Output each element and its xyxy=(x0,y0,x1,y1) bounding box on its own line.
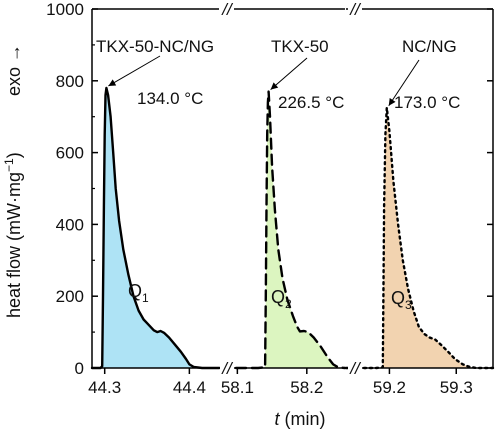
heat-label-1: Q1 xyxy=(128,281,149,305)
peak-arrowhead-3 xyxy=(388,97,396,106)
axis-break-gap xyxy=(348,5,362,13)
peak-arrowhead-2 xyxy=(270,82,279,90)
peak-arrow-3 xyxy=(388,59,420,107)
x-tick-label: 58.2 xyxy=(290,378,323,397)
series-fill-1 xyxy=(92,88,219,368)
series-label-2: TKX-50 xyxy=(271,37,329,56)
x-tick-label: 59.2 xyxy=(373,378,406,397)
y-tick-label: 800 xyxy=(56,72,84,91)
peak-label-1: 134.0 °C xyxy=(137,89,203,108)
x-tick-label: 44.3 xyxy=(88,378,121,397)
heat-label-3: Q3 xyxy=(391,288,412,312)
x-tick-label: 59.3 xyxy=(440,378,473,397)
x-tick-label: 44.4 xyxy=(173,378,206,397)
peak-label-3: 173.0 °C xyxy=(394,93,460,112)
series-label-1: TKX-50-NC/NG xyxy=(96,37,214,56)
peak-arrowhead-1 xyxy=(108,79,117,86)
axis-break-mark: // xyxy=(349,0,362,19)
y-tick-label: 1000 xyxy=(46,0,84,19)
axes: 44.3 44.4 58.1 58.2 59.2 59.3 // // // // 0 200 400 6… xyxy=(46,0,494,397)
series-line-1 xyxy=(90,86,221,370)
plot-segments xyxy=(90,86,495,370)
peak-arrow-2 xyxy=(270,57,308,90)
axis-break-mark: // xyxy=(221,0,234,19)
y-tick-label: 600 xyxy=(56,144,84,163)
peak-arrow-1 xyxy=(108,55,161,87)
axis-break-mark: // xyxy=(349,359,362,378)
labels: TKX-50-NC/NG 134.0 °C Q1 TKX-50 226.5 °C Q2 NC… xyxy=(2,37,460,429)
y-tick-label: 0 xyxy=(75,359,84,378)
x-axis-title: t (min) xyxy=(274,409,325,429)
x-tick-label: 58.1 xyxy=(221,378,254,397)
axis-break-gap xyxy=(220,364,234,372)
series-line-3 xyxy=(344,106,495,370)
y-tick-label: 200 xyxy=(56,287,84,306)
y-tick-label: 400 xyxy=(56,215,84,234)
series-fill-3 xyxy=(346,107,493,368)
series-label-3: NC/NG xyxy=(402,37,457,56)
axis-break-gap xyxy=(220,5,234,13)
series-fill-2 xyxy=(220,91,345,368)
axis-break-gap xyxy=(348,364,362,372)
peak-label-2: 226.5 °C xyxy=(278,93,344,112)
y-axis-title: heat flow (mW·mg−1) xyxy=(2,152,24,318)
series-line-2 xyxy=(218,90,347,370)
axis-break-mark: // xyxy=(221,359,234,378)
heat-label-2: Q2 xyxy=(271,287,292,311)
exo-label: exo → xyxy=(4,44,24,96)
